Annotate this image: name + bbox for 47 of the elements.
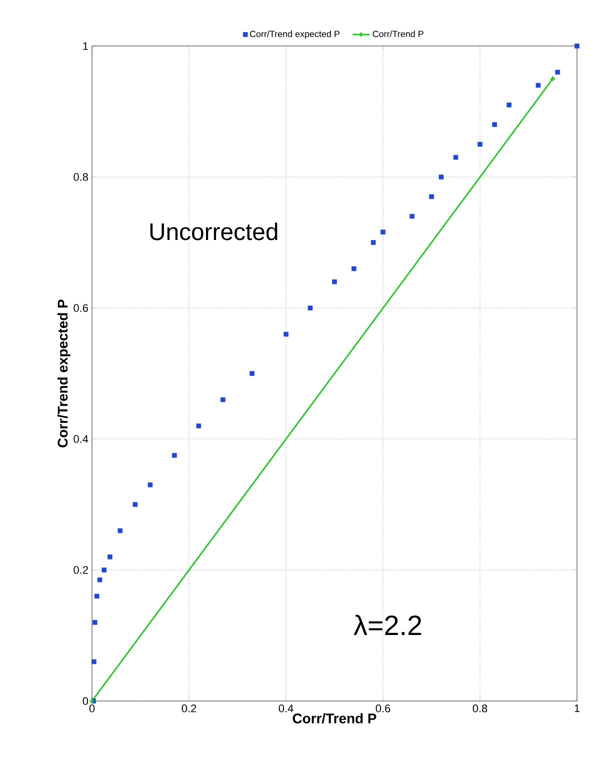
point <box>332 279 337 284</box>
point <box>92 659 96 664</box>
point <box>429 194 434 200</box>
point <box>453 154 458 160</box>
y-tick-label: 1 <box>83 42 88 50</box>
point <box>370 240 376 245</box>
x-axis-title: Corr/Trend P <box>292 713 376 724</box>
y-tick-label: 0.2 <box>74 566 88 574</box>
point <box>118 528 123 534</box>
y-tick-label: 0.8 <box>74 173 88 181</box>
x-tick-label: 1 <box>574 704 580 712</box>
annotation: λ=2.2 <box>354 614 422 635</box>
x-tick-label: 0 <box>89 704 95 712</box>
point <box>536 82 541 88</box>
point <box>492 122 497 127</box>
y-tick-label: 0.4 <box>74 435 88 443</box>
point <box>506 102 512 108</box>
point <box>220 397 226 402</box>
point <box>284 332 288 337</box>
point <box>102 568 107 572</box>
legend-label: Corr/Trend P <box>372 30 424 38</box>
y-tick-label: 0 <box>82 697 88 705</box>
point <box>478 142 482 147</box>
x-tick-label: 0.2 <box>182 704 196 712</box>
point <box>308 306 313 310</box>
point <box>94 594 100 599</box>
annotation: Uncorrected <box>150 222 278 240</box>
point <box>574 44 580 48</box>
point <box>92 620 98 625</box>
legend-label: Corr/Trend expected P <box>250 30 340 39</box>
point <box>410 214 414 219</box>
point <box>380 230 386 234</box>
y-axis-title: Corr/Trend expected P <box>57 300 70 448</box>
point <box>352 266 356 272</box>
point <box>172 452 177 458</box>
point <box>250 371 254 376</box>
point <box>132 502 138 507</box>
point <box>148 482 153 488</box>
point <box>196 424 202 428</box>
point <box>555 70 560 75</box>
x-tick-label: 0.6 <box>376 704 390 712</box>
point <box>97 577 102 582</box>
y-tick-label: 0.6 <box>74 304 88 312</box>
x-tick-label: 0.4 <box>278 704 294 712</box>
x-tick-label: 0.8 <box>472 704 488 712</box>
point <box>438 174 444 180</box>
point <box>108 554 112 560</box>
